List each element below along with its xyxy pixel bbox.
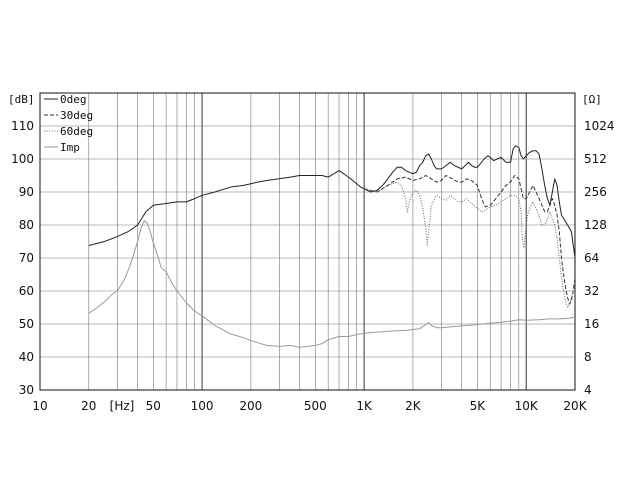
y2-unit-label: [Ω] — [582, 93, 602, 106]
x-tick-label: 20K — [563, 399, 587, 413]
y-tick-label: 50 — [19, 317, 34, 331]
y2-tick-label: 16 — [584, 317, 599, 331]
y-unit-label: [dB] — [8, 93, 35, 106]
y-tick-label: 80 — [19, 218, 34, 232]
y-tick-label: 100 — [11, 152, 34, 166]
legend: 0deg 30deg 60deg Imp — [44, 93, 93, 154]
y-tick-label: 60 — [19, 284, 34, 298]
series-line-imp — [88, 220, 576, 348]
y2-tick-label: 1024 — [584, 119, 615, 133]
x-tick-label: 10K — [515, 399, 539, 413]
y2-tick-label: 64 — [584, 251, 599, 265]
legend-label: Imp — [60, 141, 80, 154]
series-line-60deg — [364, 181, 576, 308]
legend-label: 0deg — [60, 93, 87, 106]
x-tick-label: 2K — [405, 399, 422, 413]
x-tick-label: 100 — [191, 399, 214, 413]
legend-label: 30deg — [60, 109, 93, 122]
x-unit-label: [Hz] — [110, 399, 135, 413]
x-tick-label: 200 — [239, 399, 262, 413]
y2-tick-label: 128 — [584, 218, 607, 232]
y-tick-label: 110 — [11, 119, 34, 133]
y2-tick-label: 512 — [584, 152, 607, 166]
y2-tick-label: 4 — [584, 383, 592, 397]
y-tick-label: 40 — [19, 350, 34, 364]
x-tick-label: 1K — [356, 399, 373, 413]
plot-frame — [39, 92, 576, 391]
y2-tick-label: 8 — [584, 350, 592, 364]
y-tick-label: 30 — [19, 383, 34, 397]
y2-tick-label: 256 — [584, 185, 607, 199]
x-tick-label: 5K — [470, 399, 487, 413]
x-tick-label: 50 — [146, 399, 161, 413]
series-line-0deg — [88, 145, 576, 259]
legend-label: 60deg — [60, 125, 93, 138]
tick-labels: 10 20 50 100 200 500 1K 2K 5K 10K 20K 30 40 50 60 70 80 9… — [11, 119, 614, 413]
x-tick-label: 500 — [304, 399, 327, 413]
y2-tick-label: 32 — [584, 284, 599, 298]
y-tick-label: 90 — [19, 185, 34, 199]
x-tick-label: 20 — [81, 399, 96, 413]
grid — [39, 93, 576, 391]
series-layer — [88, 145, 576, 348]
series-line-30deg — [364, 175, 576, 305]
x-tick-label: 10 — [32, 399, 47, 413]
y-tick-label: 70 — [19, 251, 34, 265]
